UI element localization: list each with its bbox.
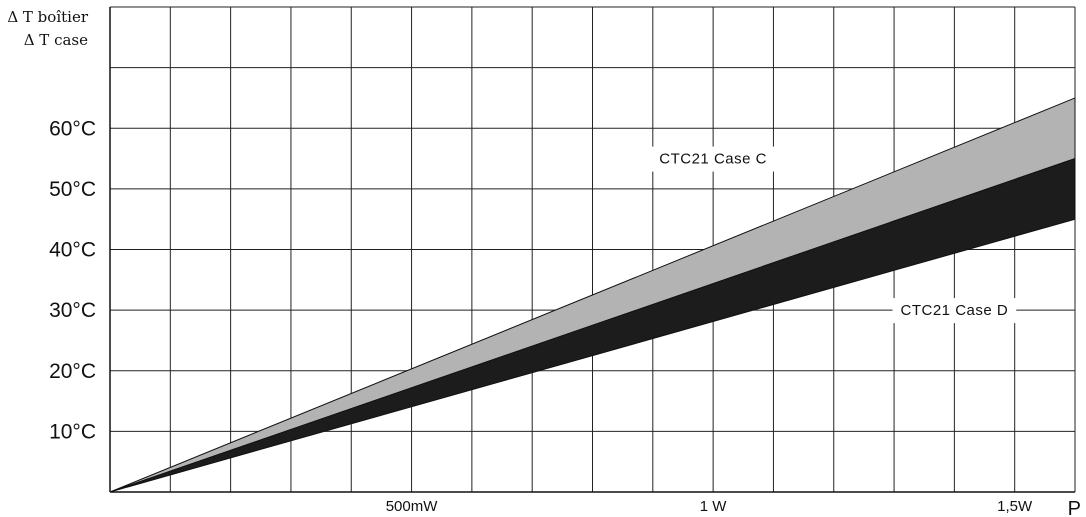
y-tick-label: 10°C (49, 420, 96, 443)
y-tick-label: 20°C (49, 360, 96, 383)
series-bands (109, 97, 1076, 493)
axes (109, 7, 1075, 493)
y-tick-label: 40°C (49, 239, 96, 262)
band-ctc21-case-d (109, 157, 1076, 493)
y-axis-title-line: Δ T boîtier (7, 8, 89, 26)
x-tick-label: 1 W (700, 498, 728, 515)
series-label-background (892, 298, 1017, 324)
y-tick-label: 60°C (49, 117, 96, 140)
series-label: CTC21 Case D (901, 302, 1009, 319)
y-axis-title-line: Δ T case (24, 31, 88, 49)
y-tick-label: 30°C (49, 299, 96, 322)
x-tick-label: 500mW (386, 498, 439, 515)
series-label: CTC21 Case C (659, 151, 767, 168)
x-tick-label: 1,5W (997, 498, 1033, 515)
labels: 10°C 20°C 30°C 40°C 50°C 60°C 500mW 1 W 1,5W Δ T … (7, 8, 1081, 517)
series-label-background (651, 146, 775, 172)
x-axis-title: P (1068, 498, 1081, 517)
y-tick-label: 50°C (49, 178, 96, 201)
